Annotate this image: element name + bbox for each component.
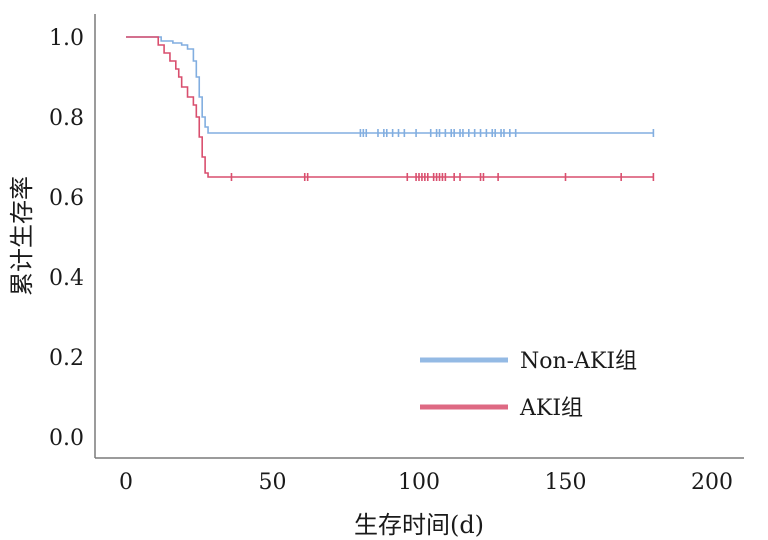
x-tick-label: 0 bbox=[119, 470, 133, 495]
x-tick-labels: 0 50 100 150 200 bbox=[119, 470, 733, 495]
y-axis-title: 累计生存率 bbox=[8, 176, 36, 296]
y-tick-label: 0.2 bbox=[49, 346, 84, 371]
y-tick-label: 0.0 bbox=[49, 426, 84, 451]
legend-label: AKI组 bbox=[519, 396, 583, 421]
y-tick-labels: 0.0 0.2 0.4 0.6 0.8 1.0 bbox=[49, 26, 84, 451]
x-tick-label: 50 bbox=[259, 470, 287, 495]
x-tick-label: 100 bbox=[398, 470, 440, 495]
legend: Non-AKI组 AKI组 bbox=[420, 349, 637, 421]
y-tick-label: 1.0 bbox=[49, 26, 84, 51]
series-group bbox=[126, 36, 655, 181]
series-0 bbox=[126, 36, 655, 137]
survival-curve-line bbox=[126, 36, 654, 178]
x-tick-label: 200 bbox=[691, 470, 733, 495]
axes bbox=[94, 14, 744, 459]
x-tick-label: 150 bbox=[545, 470, 587, 495]
y-tick-label: 0.4 bbox=[49, 266, 84, 291]
x-axis-title: 生存时间(d) bbox=[354, 511, 484, 539]
series-1 bbox=[126, 36, 655, 181]
legend-label: Non-AKI组 bbox=[520, 349, 637, 374]
y-tick-label: 0.6 bbox=[49, 186, 84, 211]
survival-curve-line bbox=[126, 36, 654, 134]
y-tick-label: 0.8 bbox=[49, 106, 84, 131]
